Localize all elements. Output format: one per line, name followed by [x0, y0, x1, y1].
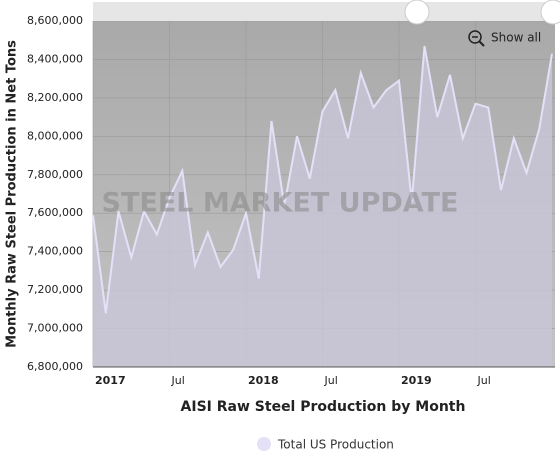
x-tick-label: Jul — [171, 374, 185, 387]
y-tick-label: 7,000,000 — [27, 322, 83, 335]
scroll-handle[interactable] — [404, 0, 430, 25]
scrollbar[interactable] — [93, 2, 555, 21]
x-tick-label: 2017 — [95, 374, 126, 387]
series-line — [92, 45, 553, 314]
y-tick-label: 8,200,000 — [27, 91, 83, 104]
y-tick-label: 6,800,000 — [27, 360, 83, 373]
show-all-button[interactable]: Show all — [468, 30, 541, 47]
x-tick-label: Jul — [477, 374, 491, 387]
legend-swatch[interactable] — [257, 437, 271, 451]
y-tick-label: 8,400,000 — [27, 52, 83, 65]
scroll-handle[interactable] — [540, 0, 560, 25]
zoom-icon — [478, 40, 485, 47]
x-axis-title: AISI Raw Steel Production by Month — [181, 399, 466, 415]
zoom-icon — [468, 30, 482, 44]
button-label[interactable]: Show all — [491, 31, 541, 45]
x-tick-label: 2019 — [401, 374, 432, 387]
area-fill — [93, 46, 552, 367]
y-tick-label: 7,200,000 — [27, 283, 83, 296]
watermark: STEEL MARKET UPDATE — [102, 188, 459, 219]
x-tick-label: 2018 — [248, 374, 279, 387]
y-tick-label: 8,000,000 — [27, 129, 83, 142]
legend-label[interactable]: Total US Production — [277, 438, 394, 452]
y-tick-label: 8,600,000 — [27, 14, 83, 27]
y-tick-label: 7,400,000 — [27, 245, 83, 258]
x-tick-label: Jul — [324, 374, 338, 387]
y-axis-title: Monthly Raw Steel Production in Net Tons — [5, 40, 20, 348]
y-tick-label: 7,800,000 — [27, 168, 83, 181]
y-tick-label: 7,600,000 — [27, 206, 83, 219]
